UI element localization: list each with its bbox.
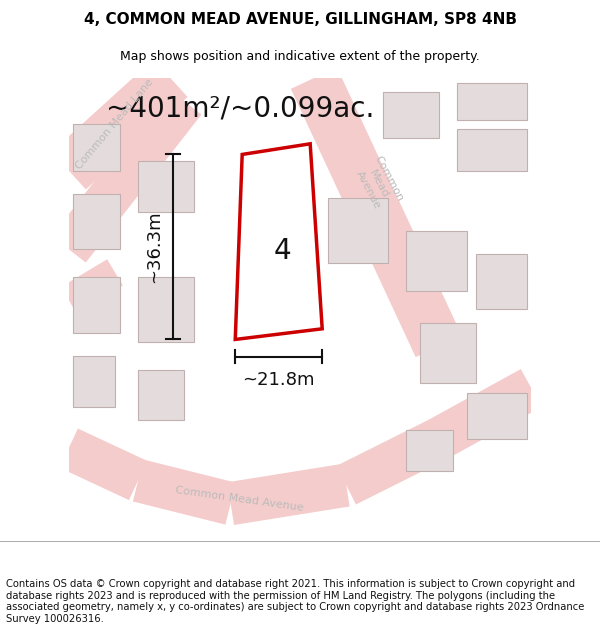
Polygon shape — [73, 277, 119, 332]
Polygon shape — [59, 429, 147, 500]
Polygon shape — [73, 194, 119, 249]
Polygon shape — [138, 277, 194, 342]
Polygon shape — [52, 88, 202, 262]
Text: Common Mead Lane: Common Mead Lane — [74, 78, 156, 171]
Polygon shape — [138, 161, 194, 212]
Polygon shape — [235, 144, 322, 339]
Text: ~21.8m: ~21.8m — [242, 371, 315, 389]
Text: Contains OS data © Crown copyright and database right 2021. This information is : Contains OS data © Crown copyright and d… — [6, 579, 584, 624]
Polygon shape — [406, 231, 467, 291]
Polygon shape — [61, 259, 123, 313]
Text: Common
Mead
Avenue: Common Mead Avenue — [352, 154, 405, 214]
Polygon shape — [428, 369, 542, 458]
Polygon shape — [337, 419, 448, 504]
Polygon shape — [138, 369, 184, 421]
Polygon shape — [291, 68, 462, 357]
Text: Common Mead Avenue: Common Mead Avenue — [175, 485, 305, 513]
Polygon shape — [227, 464, 350, 525]
Text: 4, COMMON MEAD AVENUE, GILLINGHAM, SP8 4NB: 4, COMMON MEAD AVENUE, GILLINGHAM, SP8 4… — [83, 12, 517, 27]
Text: 4: 4 — [273, 237, 291, 265]
Polygon shape — [457, 129, 527, 171]
Polygon shape — [476, 254, 527, 309]
Polygon shape — [467, 392, 527, 439]
Polygon shape — [52, 59, 188, 189]
Polygon shape — [420, 323, 476, 383]
Polygon shape — [73, 124, 119, 171]
Text: ~36.3m: ~36.3m — [145, 211, 163, 283]
Polygon shape — [406, 429, 452, 471]
Polygon shape — [328, 198, 388, 263]
Polygon shape — [133, 459, 236, 524]
Text: Map shows position and indicative extent of the property.: Map shows position and indicative extent… — [120, 50, 480, 62]
Text: ~401m²/~0.099ac.: ~401m²/~0.099ac. — [106, 94, 374, 122]
Polygon shape — [73, 356, 115, 406]
Polygon shape — [457, 82, 527, 120]
Polygon shape — [383, 92, 439, 138]
